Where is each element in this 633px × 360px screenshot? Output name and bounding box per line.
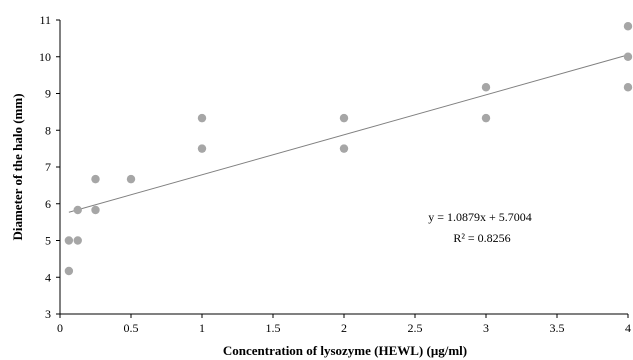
data-point — [481, 113, 491, 123]
y-tick-label: 8 — [45, 123, 51, 137]
data-point — [64, 266, 74, 276]
y-tick-label: 5 — [45, 234, 51, 248]
x-tick-label: 0 — [57, 321, 63, 335]
y-tick-label: 9 — [45, 87, 51, 101]
x-tick-label: 1.5 — [266, 321, 281, 335]
y-tick-label: 6 — [45, 197, 51, 211]
x-tick-label: 0.5 — [124, 321, 139, 335]
data-point — [73, 205, 82, 215]
data-point — [623, 83, 633, 92]
y-axis-title: Diameter of the halo (mm) — [10, 93, 25, 240]
r-squared-label: R² = 0.8256 — [453, 231, 510, 245]
data-point — [197, 144, 207, 153]
trendline — [68, 54, 629, 213]
x-tick-label: 1 — [199, 321, 205, 335]
data-point — [623, 22, 633, 31]
x-axis-title: Concentration of lysozyme (HEWL) (μg/ml) — [223, 343, 467, 358]
y-tick-label: 4 — [45, 270, 51, 284]
data-point — [73, 236, 82, 245]
y-tick-label: 3 — [45, 307, 51, 321]
x-tick-label: 3.5 — [550, 321, 565, 335]
data-point — [126, 174, 136, 184]
data-point — [91, 205, 100, 215]
x-tick-label: 2 — [341, 321, 347, 335]
y-tick-label: 10 — [39, 50, 51, 64]
data-point — [481, 83, 491, 92]
data-point — [339, 144, 349, 153]
x-tick-label: 3 — [483, 321, 489, 335]
trendline-equation: y = 1.0879x + 5.7004 — [428, 210, 532, 224]
data-points — [64, 22, 633, 276]
x-tick-label: 4 — [625, 321, 631, 335]
data-point — [197, 113, 207, 123]
y-tick-label: 11 — [39, 13, 51, 27]
data-point — [339, 113, 349, 123]
axes: 0 0.5 1 1.5 2 2.5 3 3.5 4 3 4 5 6 7 8 9 10 11 — [39, 13, 631, 335]
x-tick-label: 2.5 — [408, 321, 423, 335]
data-point — [91, 174, 100, 184]
y-tick-label: 7 — [45, 160, 51, 174]
data-point — [64, 236, 74, 245]
trendline-group — [68, 54, 629, 213]
data-point — [623, 52, 633, 61]
